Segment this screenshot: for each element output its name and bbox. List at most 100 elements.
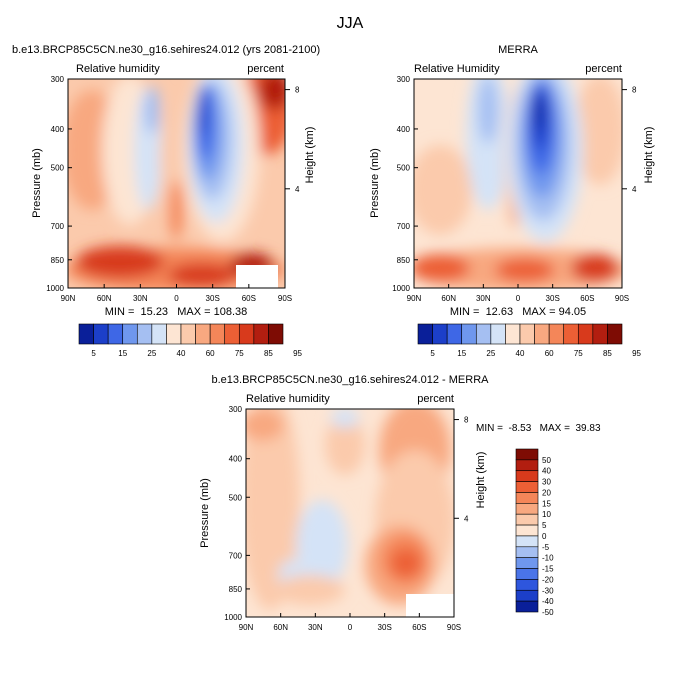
colorbar-box	[475, 323, 492, 345]
colorbar-label: 20	[542, 488, 551, 497]
colorbar-box	[563, 323, 579, 345]
y-tick-labels: 300 400 500 700 850 1000	[224, 405, 250, 622]
x-tick-labels: 90N 60N 30N 0 30S 60S 90S	[407, 284, 629, 303]
colorbar-label: 25	[486, 349, 495, 358]
x-tick-label: 0	[516, 294, 521, 303]
colorbar-label: 75	[574, 349, 583, 358]
colorbar-box	[548, 323, 565, 345]
colorbar-box	[268, 323, 284, 345]
x-tick-label: 90N	[61, 294, 76, 303]
colorbar-box	[515, 589, 539, 602]
ylabel: Pressure (mb)	[31, 148, 43, 218]
x-tick-label: 90S	[615, 294, 629, 303]
right-string: percent	[417, 393, 454, 405]
colorbar-box	[515, 557, 539, 569]
colorbar-box	[577, 323, 594, 345]
y-tick-label: 850	[397, 256, 411, 265]
colorbar-label: 5	[91, 349, 96, 358]
colorbar-box	[519, 323, 535, 345]
colorbar-box	[515, 546, 539, 558]
colorbar-label: -15	[542, 565, 554, 574]
x-tick-label: 60N	[273, 623, 288, 632]
x-tick-label: 30S	[378, 623, 392, 632]
x-tick-label: 90N	[239, 623, 254, 632]
right-tick-label: 8	[464, 416, 469, 425]
colorbar-box	[515, 470, 539, 482]
x-tick-label: 60N	[441, 294, 456, 303]
colorbar-label: 5	[430, 349, 435, 358]
colorbar-label: -20	[542, 575, 554, 584]
min-max-stats: MIN = 12.63 MAX = 94.05	[450, 306, 586, 318]
colorbar-box	[166, 323, 182, 345]
min-max-stats: MIN = -8.53 MAX = 39.83	[476, 423, 601, 434]
colorbar-box	[515, 481, 539, 493]
heatmap-field	[414, 79, 622, 288]
y-tick-label: 850	[229, 585, 243, 594]
colorbar: 5 15 25 40 60 75 85 95	[417, 323, 642, 358]
x-tick-labels: 90N 60N 30N 0 30S 60S 90S	[61, 284, 292, 303]
colorbar-box	[122, 323, 138, 345]
colorbar-label: 15	[457, 349, 466, 358]
panel-title: b.e13.BRCP85C5CN.ne30_g16.sehires24.012 …	[212, 374, 490, 386]
colorbar-box	[515, 600, 539, 613]
y-tick-label: 300	[229, 405, 243, 414]
right-tick-label: 4	[632, 185, 637, 194]
colorbar-label: 40	[177, 349, 186, 358]
x-tick-labels: 90N 60N 30N 0 30S 60S 90S	[239, 613, 461, 632]
y-tick-label: 700	[51, 222, 65, 231]
left-string: Relative humidity	[246, 393, 330, 405]
y-tick-label: 1000	[46, 284, 64, 293]
panel-model: b.e13.BRCP85C5CN.ne30_g16.sehires24.012 …	[12, 44, 320, 358]
x-tick-label: 30S	[206, 294, 220, 303]
right-axis-label: Height (km)	[475, 452, 487, 509]
right-tick-labels: 84	[454, 416, 469, 523]
x-tick-label: 0	[174, 294, 179, 303]
colorbar-label: 25	[147, 349, 156, 358]
colorbar-label: 60	[545, 349, 554, 358]
y-tick-label: 850	[51, 256, 65, 265]
y-tick-label: 300	[397, 75, 411, 84]
left-string: Relative Humidity	[414, 63, 500, 75]
right-tick-label: 8	[632, 86, 637, 95]
ylabel: Pressure (mb)	[369, 148, 381, 218]
colorbar-label: 10	[542, 510, 551, 519]
colorbar-label: 40	[542, 467, 551, 476]
colorbar-box	[515, 513, 539, 526]
colorbar-box	[515, 535, 539, 548]
x-tick-label: 30N	[133, 294, 148, 303]
panel-title: MERRA	[498, 44, 538, 56]
colorbar-box	[515, 524, 539, 537]
colorbar-box	[107, 323, 124, 345]
colorbar-label: 30	[542, 478, 551, 487]
right-string: percent	[585, 63, 622, 75]
colorbar-label: 5	[542, 521, 547, 530]
y-tick-label: 1000	[392, 284, 410, 293]
page-title: JJA	[337, 15, 364, 32]
colorbar-box	[195, 323, 211, 345]
colorbar-box	[515, 492, 539, 504]
colorbar-label: -5	[542, 543, 550, 552]
colorbar-box	[432, 323, 448, 345]
colorbar-label: 15	[542, 499, 551, 508]
colorbar-label: 85	[264, 349, 273, 358]
colorbar-label: 75	[235, 349, 244, 358]
y-tick-label: 500	[397, 164, 411, 173]
y-tick-label: 1000	[224, 613, 242, 622]
colorbar-box	[253, 323, 269, 345]
y-tick-label: 400	[51, 125, 65, 134]
colorbar-box	[515, 448, 539, 461]
y-tick-label: 700	[397, 222, 411, 231]
y-tick-labels: 300 400 500 700 850 1000	[46, 75, 72, 293]
colorbar-box	[417, 323, 433, 345]
colorbar-box	[515, 503, 539, 515]
x-tick-label: 30N	[476, 294, 491, 303]
y-tick-label: 400	[397, 125, 411, 134]
min-max-stats: MIN = 15.23 MAX = 108.38	[105, 306, 247, 318]
y-tick-label: 300	[51, 75, 65, 84]
colorbar-label: 60	[206, 349, 215, 358]
y-tick-label: 500	[51, 164, 65, 173]
colorbar-box	[151, 323, 167, 345]
x-tick-label: 90S	[447, 623, 461, 632]
colorbar-label: 0	[542, 532, 547, 541]
